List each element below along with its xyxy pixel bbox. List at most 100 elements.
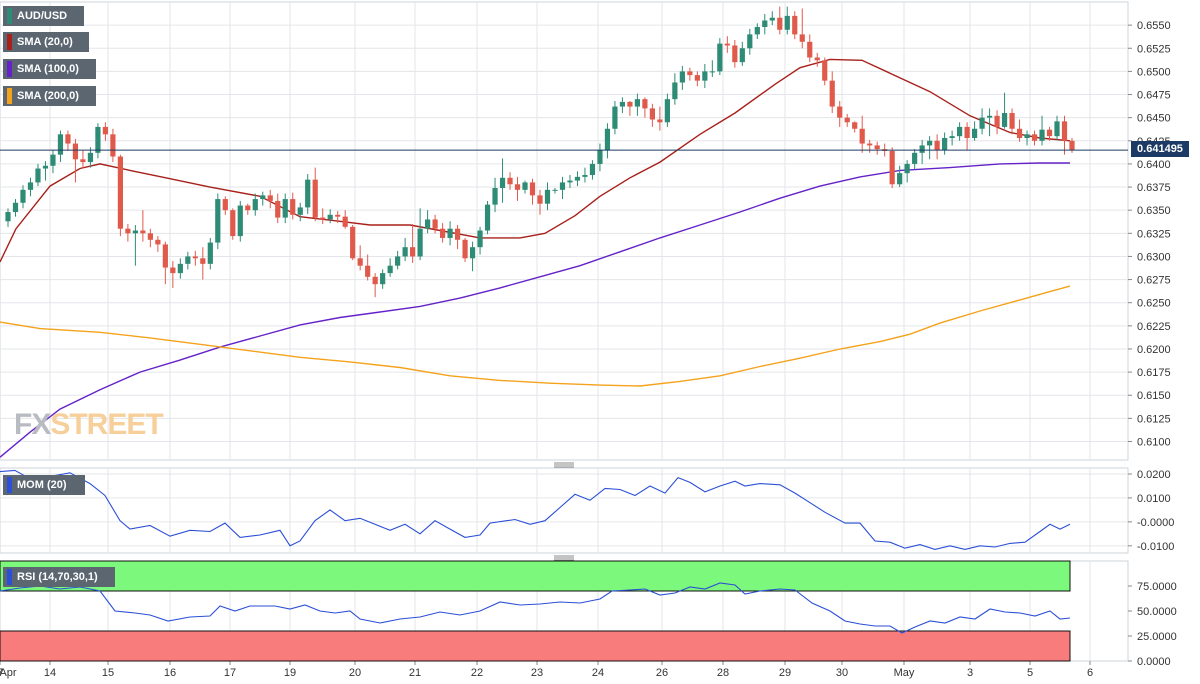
candle-body (447, 228, 453, 238)
candle-body (380, 273, 386, 285)
legend-sma100[interactable]: SMA (100,0) (3, 59, 96, 79)
rsi-swatch (7, 569, 12, 585)
symbol-swatch (7, 8, 12, 24)
candle-body (57, 134, 64, 155)
candle-body (484, 204, 491, 231)
candle-body (852, 122, 858, 129)
candle-body (425, 219, 431, 229)
candle-body (784, 15, 790, 30)
date-label: 23 (531, 667, 543, 679)
candle-body (597, 150, 603, 164)
candle-body (1061, 121, 1068, 141)
date-label: 19 (284, 667, 296, 679)
panel-resize-handle[interactable] (554, 555, 574, 561)
candle-body (717, 43, 723, 72)
candle-body (462, 239, 468, 259)
candle-body (417, 228, 423, 257)
candle-body (867, 143, 873, 146)
mom-axis: 0.0200 0.0100 -0.0000 -0.0100 (0, 469, 1174, 553)
candle-body (432, 219, 438, 229)
candle-body (290, 199, 296, 215)
candle-body (275, 200, 281, 218)
candle-body (50, 154, 56, 166)
candle-body (260, 195, 266, 200)
candle-body (514, 184, 521, 190)
candle-body (589, 163, 596, 176)
candle-body (1024, 134, 1030, 139)
candle-body (492, 187, 498, 205)
legend-sma20[interactable]: SMA (20,0) (3, 32, 89, 52)
price-tick-label: 0.6300 (1137, 251, 1171, 263)
price-tick-label: 0.6250 (1137, 298, 1171, 310)
legend-symbol-label: AUD/USD (17, 10, 68, 22)
legend-sma200[interactable]: SMA (200,0) (3, 86, 96, 106)
candle-body (402, 247, 408, 257)
candle-body (335, 214, 341, 217)
price-tick-label: 0.6150 (1137, 390, 1171, 402)
sma-line-0 (0, 58, 1071, 263)
rsi-tick-label: 50.0000 (1137, 606, 1177, 618)
candle-body (859, 128, 865, 144)
candle-body (1031, 134, 1038, 141)
candle-body (237, 205, 243, 237)
candle-body (454, 228, 461, 240)
panel-resize-handle[interactable] (554, 462, 574, 468)
date-label: 24 (592, 667, 604, 679)
candle-body (814, 57, 820, 61)
candle-body (979, 117, 985, 129)
rsi-oversold-zone (0, 630, 1071, 662)
candle-body (342, 216, 348, 227)
watermark-fx: FX (14, 408, 51, 441)
candle-body (807, 41, 813, 58)
candle-body (185, 256, 191, 264)
date-label: 22 (471, 667, 483, 679)
candle-body (627, 101, 633, 107)
date-label: 14 (44, 667, 56, 679)
candle-body (87, 152, 94, 163)
rsi-axis: 75.0000 50.0000 25.0000 0.0000 (1128, 581, 1177, 668)
candle-body (619, 101, 626, 107)
legend-symbol[interactable]: AUD/USD (3, 6, 84, 26)
candle-body (529, 182, 536, 196)
candle-body (267, 195, 273, 201)
candle-body (702, 71, 708, 81)
candle-body (35, 168, 41, 183)
sma20-swatch (7, 34, 12, 50)
date-label: 6 (1087, 667, 1093, 679)
candle-body (72, 143, 79, 160)
candle-body (949, 136, 955, 139)
candle-body (192, 256, 198, 259)
mom-tick-label: 0.0200 (1137, 469, 1171, 481)
date-label: 29 (779, 667, 791, 679)
candle-body (769, 17, 775, 21)
date-label: 3 (967, 667, 973, 679)
candle-body (919, 145, 925, 153)
candle-body (822, 60, 828, 81)
candle-body (125, 228, 131, 234)
rsi-tick-label: 0.0000 (1137, 656, 1171, 668)
price-tick-label: 0.6200 (1137, 344, 1171, 356)
candle-body (5, 212, 11, 222)
candles (5, 6, 1075, 298)
date-label: 26 (656, 667, 668, 679)
candle-body (499, 177, 506, 188)
candle-body (350, 226, 356, 259)
candle-body (27, 182, 34, 190)
candle-body (395, 256, 401, 266)
candle-body (1039, 129, 1045, 141)
candle-body (1054, 121, 1060, 137)
mom-line (0, 469, 1071, 550)
mom-tick-label: -0.0100 (1137, 541, 1174, 553)
candle-body (957, 126, 963, 137)
date-label: 15 (102, 667, 114, 679)
candle-body (1069, 140, 1075, 151)
candle-body (986, 115, 993, 118)
legend-rsi[interactable]: RSI (14,70,30,1) (3, 567, 115, 587)
candle-body (994, 115, 1000, 127)
price-tick-label: 0.6100 (1137, 436, 1171, 448)
candle-body (155, 239, 161, 245)
date-label: May (894, 667, 915, 679)
legend-mom[interactable]: MOM (20) (3, 475, 85, 495)
date-label: 7 (0, 667, 3, 679)
